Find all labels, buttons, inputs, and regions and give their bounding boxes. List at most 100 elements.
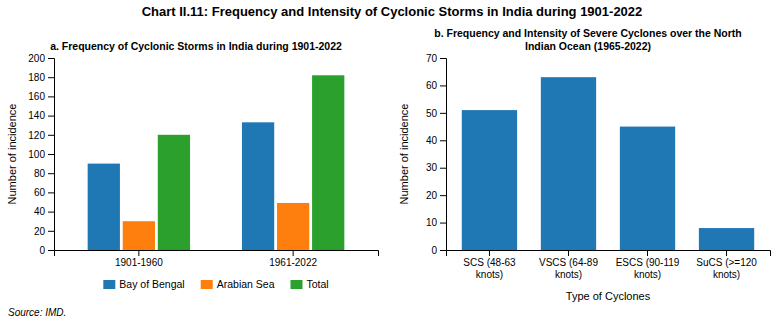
bar-group	[88, 75, 345, 250]
tick-mark	[48, 77, 54, 78]
legend-label: Bay of Bengal	[119, 278, 184, 290]
annotation: Source: IMD.	[8, 307, 66, 318]
tick-label: 70	[426, 53, 438, 64]
tick-label: 30	[426, 162, 438, 173]
bar	[242, 122, 274, 250]
tick-mark	[440, 85, 446, 86]
tick: 40	[34, 206, 54, 217]
bar	[88, 164, 120, 250]
tick-mark	[568, 250, 569, 256]
bar	[312, 75, 344, 250]
tick: VSCS (64-89knots)	[539, 250, 598, 280]
tick: 120	[28, 130, 54, 141]
panel: 0 10 20 30 40 50 60 70 SCS (48-63knots) VSCS (64-…	[398, 53, 771, 302]
y-axis-title: Number of incidence	[6, 104, 18, 205]
legend-label: Arabian Sea	[217, 278, 275, 290]
legend-label: Total	[307, 278, 329, 290]
tick: 200	[28, 53, 54, 64]
tick-label: 180	[28, 72, 45, 83]
tick-mark	[48, 135, 54, 136]
tick: 70	[426, 53, 446, 64]
axis-line	[55, 251, 379, 257]
tick-label: 40	[426, 135, 438, 146]
tick-mark	[48, 96, 54, 97]
tick: 140	[28, 110, 54, 121]
figure-title: Chart II.11: Frequency and Intensity of …	[142, 4, 643, 19]
tick-mark	[440, 195, 446, 196]
legend: Bay of Bengal Arabian Sea Total	[103, 278, 328, 290]
tick-mark	[440, 58, 446, 59]
tick-mark	[48, 231, 54, 232]
legend-swatch	[201, 280, 213, 289]
tick-mark	[440, 250, 446, 251]
tick-label: ESCS (90-119knots)	[616, 257, 680, 280]
legend-swatch	[103, 280, 115, 289]
tick-mark	[726, 250, 727, 256]
tick: 0	[39, 245, 54, 256]
legend-item: Bay of Bengal	[103, 278, 184, 290]
tick: 20	[34, 226, 54, 237]
tick-label: 120	[28, 130, 45, 141]
tick: ESCS (90-119knots)	[616, 250, 680, 280]
tick: 1961-2022	[269, 250, 317, 268]
tick: 10	[426, 217, 446, 228]
bars	[462, 77, 754, 250]
tick-mark	[138, 250, 139, 256]
tick: 160	[28, 91, 54, 102]
y-axis-title: Number of incidence	[398, 104, 410, 205]
tick: 180	[28, 72, 54, 83]
tick-mark	[48, 212, 54, 213]
tick-label: 100	[28, 149, 45, 160]
tick-mark	[48, 116, 54, 117]
tick-label: 0	[431, 245, 437, 256]
tick: 50	[426, 108, 446, 119]
tick: 100	[28, 149, 54, 160]
bar	[277, 203, 309, 250]
tick-mark	[48, 154, 54, 155]
tick-label: 1901-1960	[115, 257, 163, 268]
chart-title: b. Frequency and Intensity of Severe Cyc…	[434, 27, 742, 52]
tick-mark	[48, 58, 54, 59]
axis-line	[440, 59, 447, 251]
axis-line	[447, 251, 771, 257]
tick-label: 20	[34, 226, 46, 237]
tick: 20	[426, 190, 446, 201]
legend-item: Arabian Sea	[201, 278, 275, 290]
tick-label: 50	[426, 108, 438, 119]
tick: 60	[426, 80, 446, 91]
tick-label: 40	[34, 206, 46, 217]
y-axis: 0 10 20 30 40 50 60 70	[426, 53, 447, 256]
tick-mark	[48, 250, 54, 251]
tick-label: 60	[426, 80, 438, 91]
tick-mark	[440, 113, 446, 114]
bar	[462, 110, 517, 250]
axis-line	[48, 59, 55, 251]
tick-label: 20	[426, 190, 438, 201]
tick-mark	[440, 140, 446, 141]
tick-label: 1961-2022	[269, 257, 317, 268]
tick: 30	[426, 162, 446, 173]
x-axis: 1901-1960 1961-2022	[55, 250, 379, 268]
tick: 80	[34, 168, 54, 179]
tick-mark	[440, 168, 446, 169]
tick-label: 0	[39, 245, 45, 256]
tick-mark	[647, 250, 648, 256]
tick: 60	[34, 187, 54, 198]
y-axis: 0 20 40 60 80 100 120 140 160 180 200	[28, 53, 54, 256]
bar	[158, 135, 190, 250]
tick: SCS (48-63knots)	[463, 250, 516, 280]
tick-label: 10	[426, 217, 438, 228]
legend-swatch	[291, 280, 303, 289]
tick-label: 160	[28, 91, 45, 102]
tick-label: SuCS (>=120knots)	[696, 257, 757, 280]
tick-label: SCS (48-63knots)	[463, 257, 516, 280]
legend-item: Total	[291, 278, 329, 290]
tick: 40	[426, 135, 446, 146]
tick: 0	[431, 245, 446, 256]
x-axis: SCS (48-63knots) VSCS (64-89knots) ESCS (9…	[447, 250, 771, 280]
bar	[620, 127, 675, 250]
tick-mark	[489, 250, 490, 256]
tick-mark	[293, 250, 294, 256]
panel: 0 20 40 60 80 100 120 140 160 180 200 1901-1960 1961…	[6, 53, 379, 268]
bars	[88, 75, 345, 250]
